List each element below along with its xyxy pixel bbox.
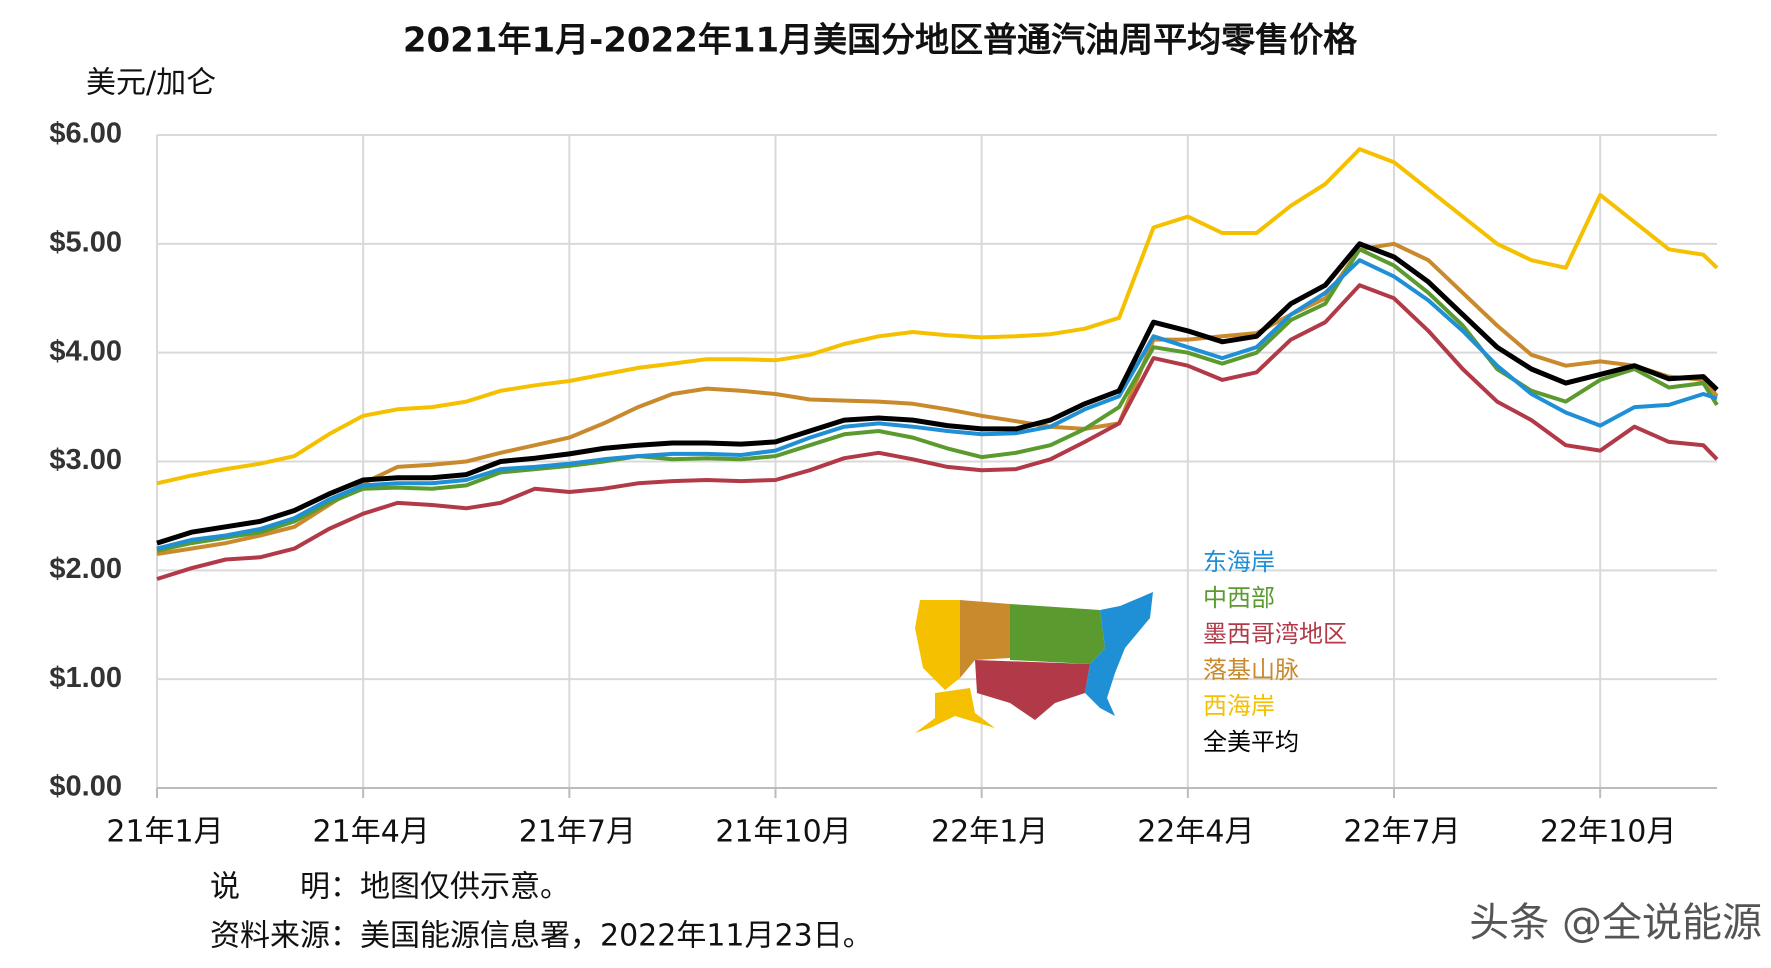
x-tick-label: 22年10月 [1540,815,1676,850]
y-tick-label: $2.00 [49,553,122,585]
legend-label: 西海岸 [1203,692,1275,720]
chart-title: 2021年1月-2022年11月美国分地区普通汽油周平均零售价格 [403,21,1358,61]
note: 说 明：地图仅供示意。 [210,870,570,905]
y-tick-label: $1.00 [49,662,122,694]
legend-label: 墨西哥湾地区 [1203,620,1347,648]
lines [156,147,1719,581]
x-tick-label: 21年1月 [106,815,223,850]
y-tick-label: $6.00 [49,118,122,150]
y-tick-label: $0.00 [49,771,122,803]
legend-label: 落基山脉 [1203,656,1299,684]
x-tick-label: 22年1月 [931,815,1048,850]
y-tick-label: $5.00 [49,226,122,258]
grid: $0.00 $1.00 $2.00 $3.00 $4.00 $5.00 $6.00 21年1月… [49,118,1717,850]
series-line [156,258,1718,551]
legend-label: 东海岸 [1203,548,1275,576]
x-tick-label: 22年7月 [1343,815,1460,850]
x-tick-label: 21年7月 [519,815,636,850]
source-note: 资料来源：美国能源信息署，2022年11月23日。 [210,919,873,954]
series-line [156,241,1719,546]
us-map [915,592,1153,733]
legend-label: 全美平均 [1203,728,1299,756]
series-line [156,283,1719,581]
x-tick-label: 22年4月 [1137,815,1254,850]
series-line [156,241,1719,556]
x-tick-label: 21年10月 [715,815,851,850]
x-tick-label: 21年4月 [313,815,430,850]
watermark: 头条 @全说能源 [1469,900,1762,946]
y-tick-label: $3.00 [49,444,122,476]
series-line [156,147,1719,486]
legend-label: 中西部 [1203,584,1275,612]
y-tick-label: $4.00 [49,335,122,367]
y-axis-label: 美元/加仑 [86,66,216,101]
